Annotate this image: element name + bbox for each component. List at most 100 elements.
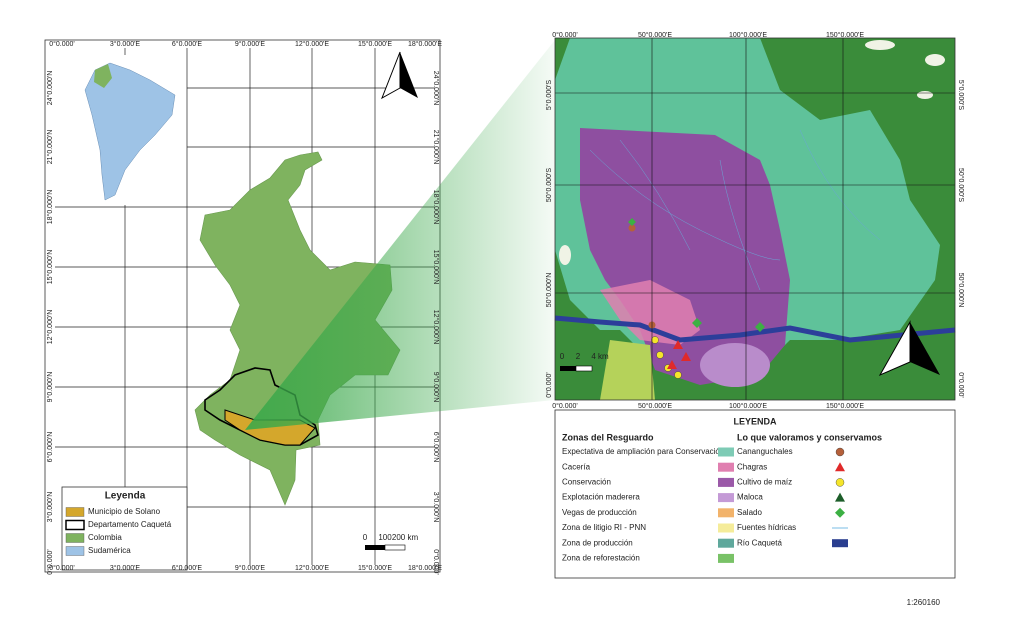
scale-bar bbox=[575, 365, 593, 372]
coord-label: 50°0.000'E bbox=[638, 402, 672, 410]
coord-label: 0°0.000' bbox=[552, 31, 578, 39]
zone-conservacion bbox=[580, 128, 790, 385]
coord-label: 50°0.000'N bbox=[957, 273, 965, 308]
legend-swatch bbox=[718, 508, 734, 518]
legend-label: Salado bbox=[737, 508, 762, 517]
coord-label: 0°0.000' bbox=[46, 549, 54, 575]
coord-label: 6°0.000'E bbox=[172, 564, 203, 572]
north-arrow bbox=[878, 320, 940, 377]
legend-symbol bbox=[835, 447, 845, 457]
legend-header: Zonas del Resguardo bbox=[562, 432, 654, 442]
coord-label: 50°0.000'E bbox=[638, 31, 672, 39]
clearings bbox=[559, 40, 945, 265]
coord-label: 3°0.000'E bbox=[110, 40, 141, 48]
coord-label: 9°0.000'E bbox=[235, 564, 266, 572]
legend-swatch bbox=[65, 533, 85, 543]
coord-label: 6°0.000'E bbox=[172, 40, 203, 48]
legend-swatch bbox=[718, 553, 734, 563]
coord-label: 21°0.000'N bbox=[46, 130, 54, 165]
coord-label: 100°0.000'E bbox=[729, 31, 767, 39]
inset-colombia bbox=[94, 64, 112, 88]
coord-label: 0°0.000' bbox=[545, 372, 553, 398]
coord-label: 15°0.000'N bbox=[432, 250, 440, 285]
legend-label: Municipio de Solano bbox=[88, 507, 161, 516]
sites bbox=[628, 218, 765, 379]
river bbox=[554, 315, 956, 343]
legend-label: Zona de reforestación bbox=[562, 554, 640, 563]
coord-label: 18°0.000'E bbox=[408, 40, 442, 48]
legend-label: Vegas de producción bbox=[562, 508, 637, 517]
zone-reforestacion bbox=[600, 340, 655, 400]
zone-maderera bbox=[700, 343, 770, 387]
coord-label: 0°0.000' bbox=[49, 564, 75, 572]
coord-label: 50°0.000'N bbox=[545, 273, 553, 308]
scale-bar bbox=[560, 366, 576, 371]
scale-label: 0 bbox=[363, 533, 368, 542]
scale-bar bbox=[365, 545, 385, 550]
streams bbox=[589, 129, 881, 291]
legend-swatch bbox=[65, 546, 85, 556]
legend-label: Cultivo de maíz bbox=[737, 478, 792, 487]
coord-label: 0°0.000' bbox=[552, 402, 578, 410]
legend-label: Sudamérica bbox=[88, 546, 131, 555]
coord-label: 24°0.000'N bbox=[432, 71, 440, 106]
legend-label: Cacería bbox=[562, 462, 591, 471]
legend-symbol bbox=[835, 492, 845, 502]
legend-label: Chagras bbox=[737, 462, 767, 471]
coord-label: 15°0.000'E bbox=[358, 564, 392, 572]
legend-swatch bbox=[718, 447, 734, 457]
legend-label: Zona de litigio RI - PNN bbox=[562, 523, 646, 532]
legend-label: Departamento Caquetá bbox=[88, 520, 172, 529]
zoom-funnel bbox=[245, 40, 555, 430]
coord-label: 12°0.000'E bbox=[295, 40, 329, 48]
legend-header: Lo que valoramos y conservamos bbox=[737, 432, 882, 442]
coord-label: 21°0.000'N bbox=[432, 130, 440, 165]
legend-swatch bbox=[65, 519, 85, 531]
coord-label: 0°0.000' bbox=[49, 40, 75, 48]
legend-swatch bbox=[718, 477, 734, 487]
coord-label: 3°0.000'E bbox=[110, 564, 141, 572]
south-america bbox=[84, 62, 176, 201]
legend-title: Leyenda bbox=[105, 491, 146, 502]
legend-title: LEYENDA bbox=[733, 416, 777, 426]
legend-swatch bbox=[65, 507, 85, 517]
coord-label: 9°0.000'N bbox=[432, 372, 440, 403]
coord-label: 24°0.000'N bbox=[46, 71, 54, 106]
coord-label: 0°0.000' bbox=[957, 372, 965, 398]
north-arrow bbox=[381, 51, 418, 100]
coord-label: 150°0.000'E bbox=[826, 402, 864, 410]
caqueta bbox=[204, 367, 319, 446]
coord-label: 12°0.000'N bbox=[46, 310, 54, 345]
legend-symbol bbox=[835, 507, 845, 518]
coord-label: 15°0.000'N bbox=[46, 250, 54, 285]
scale-ratio: 1:260160 bbox=[907, 598, 941, 607]
right-grid bbox=[555, 38, 955, 400]
legend-swatch bbox=[718, 493, 734, 503]
legend: LEYENDA Zonas del Resguardo Lo que valor… bbox=[562, 416, 882, 563]
coord-label: 100°0.000'E bbox=[729, 402, 767, 410]
coord-label: 3°0.000'N bbox=[46, 492, 54, 523]
scale-label: 2 bbox=[576, 352, 581, 361]
legend-label: Cananguchales bbox=[737, 447, 793, 456]
legend-swatch bbox=[718, 462, 734, 472]
coord-label: 12°0.000'N bbox=[432, 310, 440, 345]
coord-label: 3°0.000'N bbox=[432, 492, 440, 523]
coord-label: 18°0.000'N bbox=[46, 190, 54, 225]
coord-label: 50°0.000'S bbox=[957, 168, 965, 202]
legend-label: Conservación bbox=[562, 478, 611, 487]
legend-label: Colombia bbox=[88, 533, 122, 542]
coord-label: 9°0.000'N bbox=[46, 372, 54, 403]
coord-label: 6°0.000'N bbox=[46, 432, 54, 463]
coord-label: 12°0.000'E bbox=[295, 564, 329, 572]
legend-label: Expectativa de ampliación para Conservac… bbox=[562, 447, 724, 456]
coord-label: 50°0.000'S bbox=[545, 168, 553, 202]
legend-symbol bbox=[835, 462, 845, 472]
coord-label: 6°0.000'N bbox=[432, 432, 440, 463]
coord-label: 5°0.000'S bbox=[545, 80, 553, 111]
coord-label: 5°0.000'S bbox=[957, 80, 965, 111]
legend-swatch bbox=[718, 523, 734, 533]
coord-label: 18°0.000'E bbox=[408, 564, 442, 572]
scale-label: 0 bbox=[560, 352, 565, 361]
coord-label: 15°0.000'E bbox=[358, 40, 392, 48]
